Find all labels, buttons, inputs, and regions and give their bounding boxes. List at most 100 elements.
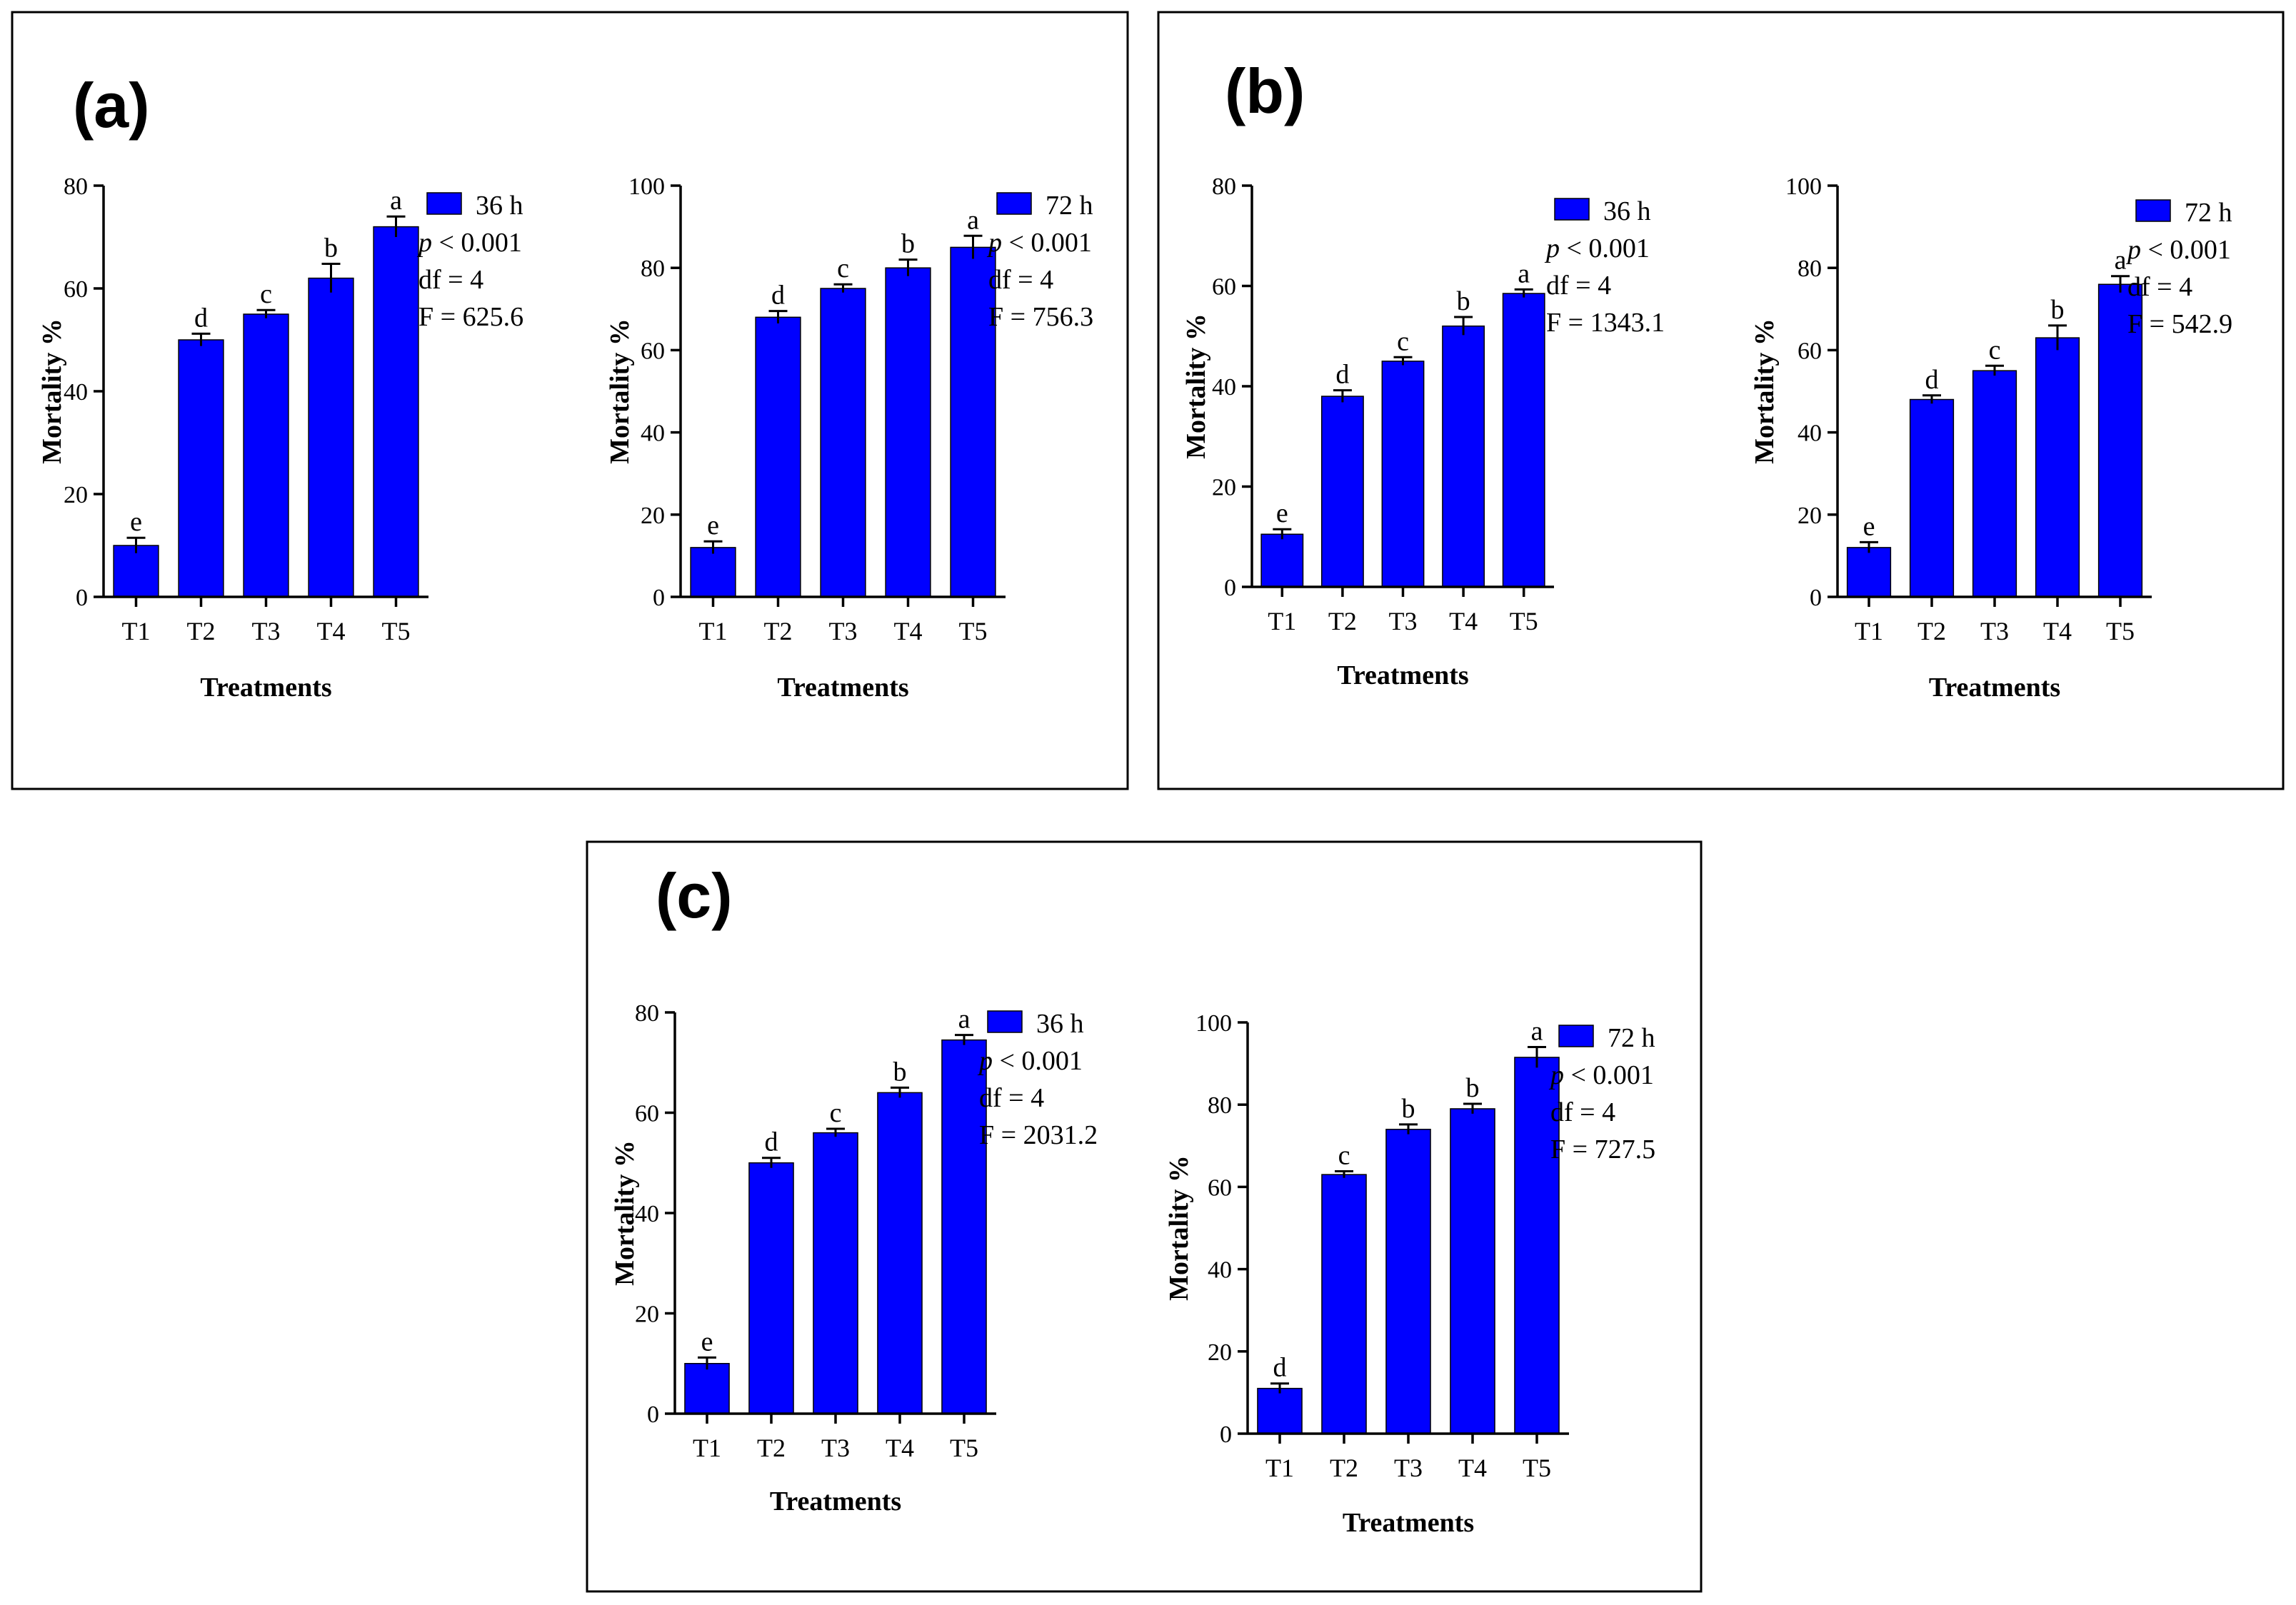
- stat-f-value: F = 542.9: [2127, 309, 2232, 339]
- bar-T1: [690, 547, 736, 598]
- bar-T3: [820, 288, 866, 598]
- panel-a-frame: [11, 11, 1129, 790]
- chart-c-72h: d T1 c T2 b T3 b T4 a T5 0 20 40 60 80 100 Mortality % Tr…: [1164, 1010, 1655, 1538]
- stat-p-value: p < 0.001: [986, 228, 1092, 258]
- y-tick-label: 80: [1212, 173, 1236, 200]
- legend-swatch: [1554, 198, 1590, 221]
- stat-df: df = 4: [1546, 271, 1611, 301]
- significance-letter: d: [1925, 365, 1939, 395]
- y-tick-label: 0: [1224, 575, 1236, 601]
- y-tick-label: 0: [647, 1402, 659, 1428]
- x-tick-label: T2: [764, 617, 793, 645]
- significance-letter: e: [701, 1327, 713, 1357]
- y-axis-title: Mortality %: [1750, 318, 1780, 464]
- y-tick-label: 100: [1195, 1010, 1232, 1037]
- y-tick-label: 80: [1798, 256, 1822, 282]
- x-tick-label: T1: [1268, 607, 1296, 635]
- y-tick-label: 60: [641, 338, 665, 364]
- x-tick-label: T1: [693, 1434, 721, 1462]
- x-tick-label: T2: [187, 617, 216, 645]
- bar-T2: [755, 316, 801, 598]
- x-tick-label: T5: [950, 1434, 978, 1462]
- x-tick-label: T5: [959, 617, 988, 645]
- x-tick-label: T5: [2106, 617, 2135, 645]
- y-tick-label: 20: [64, 482, 88, 508]
- significance-letter: e: [130, 507, 142, 537]
- legend-label: 36 h: [476, 191, 523, 221]
- bar-T3: [243, 313, 289, 598]
- chart-a-72h: e T1 d T2 c T3 b T4 a T5 0 20 40 60 80 100 Mortality % Tr…: [605, 173, 1093, 703]
- significance-letter: e: [1276, 498, 1288, 528]
- stat-df: df = 4: [418, 265, 483, 295]
- x-tick-label: T2: [757, 1434, 786, 1462]
- significance-letter: e: [1863, 511, 1875, 541]
- stat-df: df = 4: [988, 265, 1053, 295]
- x-tick-label: T4: [2043, 617, 2072, 645]
- x-tick-label: T4: [894, 617, 923, 645]
- bar-T5: [373, 226, 419, 598]
- bar-T2: [1909, 398, 1955, 598]
- significance-letter: b: [1466, 1073, 1480, 1103]
- bar-T4: [877, 1092, 923, 1414]
- significance-letter: e: [707, 510, 719, 540]
- stat-p-value: p < 0.001: [416, 228, 522, 258]
- panel-c-frame: [586, 840, 1703, 1593]
- y-tick-label: 0: [1220, 1422, 1232, 1448]
- bar-T1: [1260, 533, 1304, 588]
- significance-letter: b: [2051, 295, 2065, 325]
- x-tick-label: T4: [1449, 607, 1478, 635]
- bar-T4: [1442, 325, 1485, 588]
- significance-letter: a: [1531, 1017, 1543, 1047]
- bar-T2: [1320, 396, 1364, 588]
- bar-T3: [1385, 1129, 1431, 1434]
- legend-label: 72 h: [1046, 191, 1093, 221]
- significance-letter: d: [765, 1127, 778, 1157]
- x-tick-label: T1: [122, 617, 151, 645]
- bar-T4: [1450, 1108, 1495, 1434]
- bar-T3: [1381, 361, 1425, 588]
- y-tick-label: 20: [1212, 475, 1236, 501]
- chart-c-36h: e T1 d T2 c T3 b T4 a T5 0 20 40 60 80 Mortality % Treat…: [610, 1000, 1098, 1516]
- y-tick-label: 80: [1208, 1092, 1232, 1119]
- y-axis-title: Mortality %: [37, 318, 67, 464]
- y-tick-label: 60: [1798, 338, 1822, 364]
- significance-letter: b: [901, 229, 915, 259]
- significance-letter: a: [2115, 246, 2127, 276]
- significance-letter: d: [194, 303, 208, 333]
- y-tick-label: 20: [635, 1302, 659, 1328]
- bar-T2: [178, 339, 224, 598]
- panel-b-frame: [1157, 11, 2285, 790]
- bar-T3: [1972, 370, 2017, 598]
- chart-b-72h: e T1 d T2 c T3 b T4 a T5 0 20 40 60 80 100 Mortality % Tr…: [1750, 173, 2232, 703]
- bar-T1: [1846, 547, 1892, 598]
- legend-swatch: [2135, 199, 2171, 222]
- significance-letter: c: [1989, 335, 2001, 365]
- bar-T4: [2035, 337, 2080, 598]
- stat-f-value: F = 1343.1: [1546, 308, 1665, 338]
- y-tick-label: 40: [1208, 1257, 1232, 1284]
- x-tick-label: T4: [317, 617, 346, 645]
- stat-p-value: p < 0.001: [1548, 1060, 1654, 1090]
- x-tick-label: T4: [1458, 1454, 1487, 1482]
- stat-f-value: F = 625.6: [418, 302, 523, 332]
- stat-df: df = 4: [1550, 1097, 1615, 1127]
- legend-label: 36 h: [1036, 1009, 1084, 1039]
- panel-b: (b) e T1 d T2 c T3 b T4 a T5 0 20 40 60 80 Mortality % T…: [1157, 11, 2285, 790]
- bar-T4: [308, 277, 354, 598]
- stat-df: df = 4: [2127, 272, 2192, 302]
- bar-T1: [684, 1363, 730, 1414]
- x-tick-label: T2: [1328, 607, 1357, 635]
- significance-letter: a: [967, 205, 979, 235]
- bar-T3: [813, 1132, 858, 1414]
- bar-T2: [1321, 1174, 1367, 1434]
- y-tick-label: 0: [76, 585, 88, 611]
- significance-letter: b: [893, 1057, 907, 1087]
- y-tick-label: 40: [64, 379, 88, 406]
- legend-label: 72 h: [1608, 1023, 1655, 1053]
- x-axis-title: Treatments: [1929, 673, 2060, 703]
- x-axis-title: Treatments: [770, 1486, 901, 1516]
- stat-p-value: p < 0.001: [2125, 235, 2231, 265]
- y-axis-title: Mortality %: [1164, 1155, 1194, 1301]
- x-tick-label: T5: [382, 617, 411, 645]
- y-tick-label: 20: [1798, 503, 1822, 529]
